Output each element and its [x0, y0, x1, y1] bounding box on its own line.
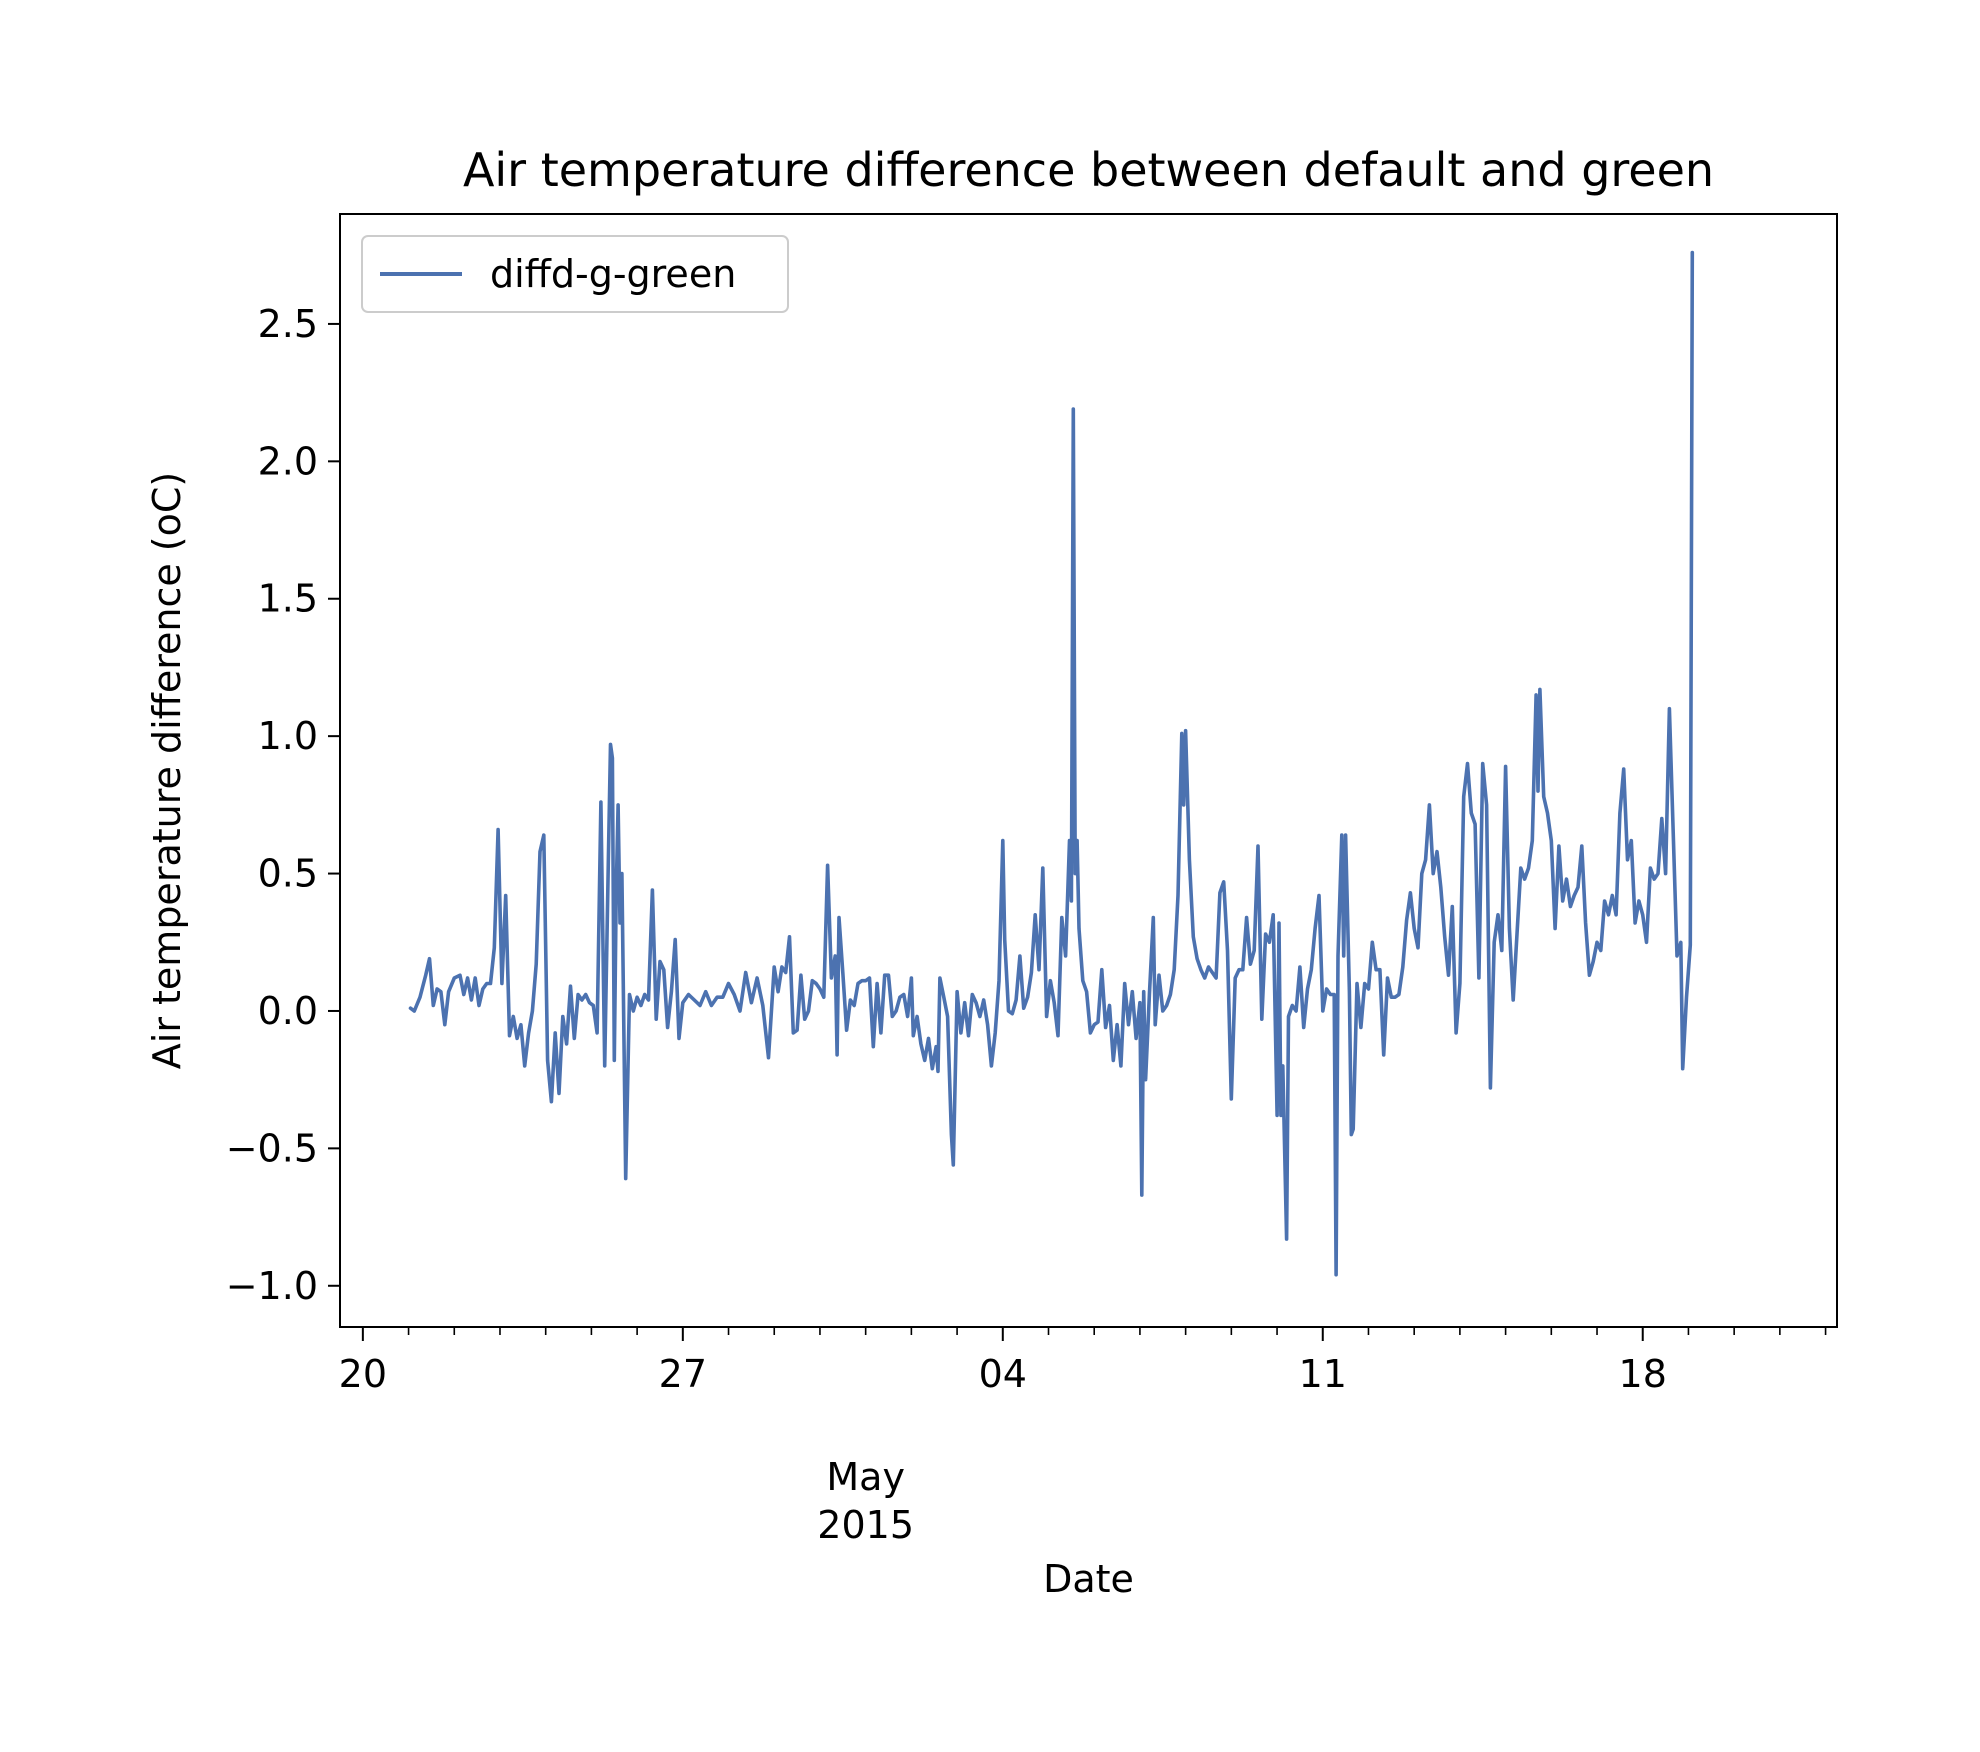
- legend-box: [361, 235, 789, 313]
- y-tick-label: 1.0: [258, 714, 318, 758]
- x-secondary-label-year: 2015: [817, 1503, 914, 1547]
- y-tick-label: 2.5: [258, 302, 318, 346]
- y-tick-label: −0.5: [226, 1126, 318, 1170]
- x-tick-label: 20: [339, 1352, 387, 1396]
- plot-frame: [339, 213, 1838, 1328]
- y-tick-label: 0.0: [258, 989, 318, 1033]
- legend-label: diffd-g-green: [490, 252, 736, 296]
- series-line-0: [408, 250, 1695, 1277]
- x-tick-label: 27: [659, 1352, 707, 1396]
- x-tick-label: 11: [1299, 1352, 1347, 1396]
- x-tick-label: 18: [1619, 1352, 1667, 1396]
- x-tick-label: 04: [979, 1352, 1027, 1396]
- y-axis-label: Air temperature difference (oC): [145, 472, 189, 1069]
- x-secondary-label-month: May: [826, 1455, 905, 1499]
- y-tick-label: 2.0: [258, 439, 318, 483]
- y-tick-label: 0.5: [258, 852, 318, 896]
- x-axis-label: Date: [1043, 1557, 1134, 1601]
- y-tick-label: −1.0: [226, 1264, 318, 1308]
- chart-title: Air temperature difference between defau…: [463, 143, 1714, 197]
- legend: diffd-g-green: [361, 235, 789, 313]
- y-tick-label: 1.5: [258, 577, 318, 621]
